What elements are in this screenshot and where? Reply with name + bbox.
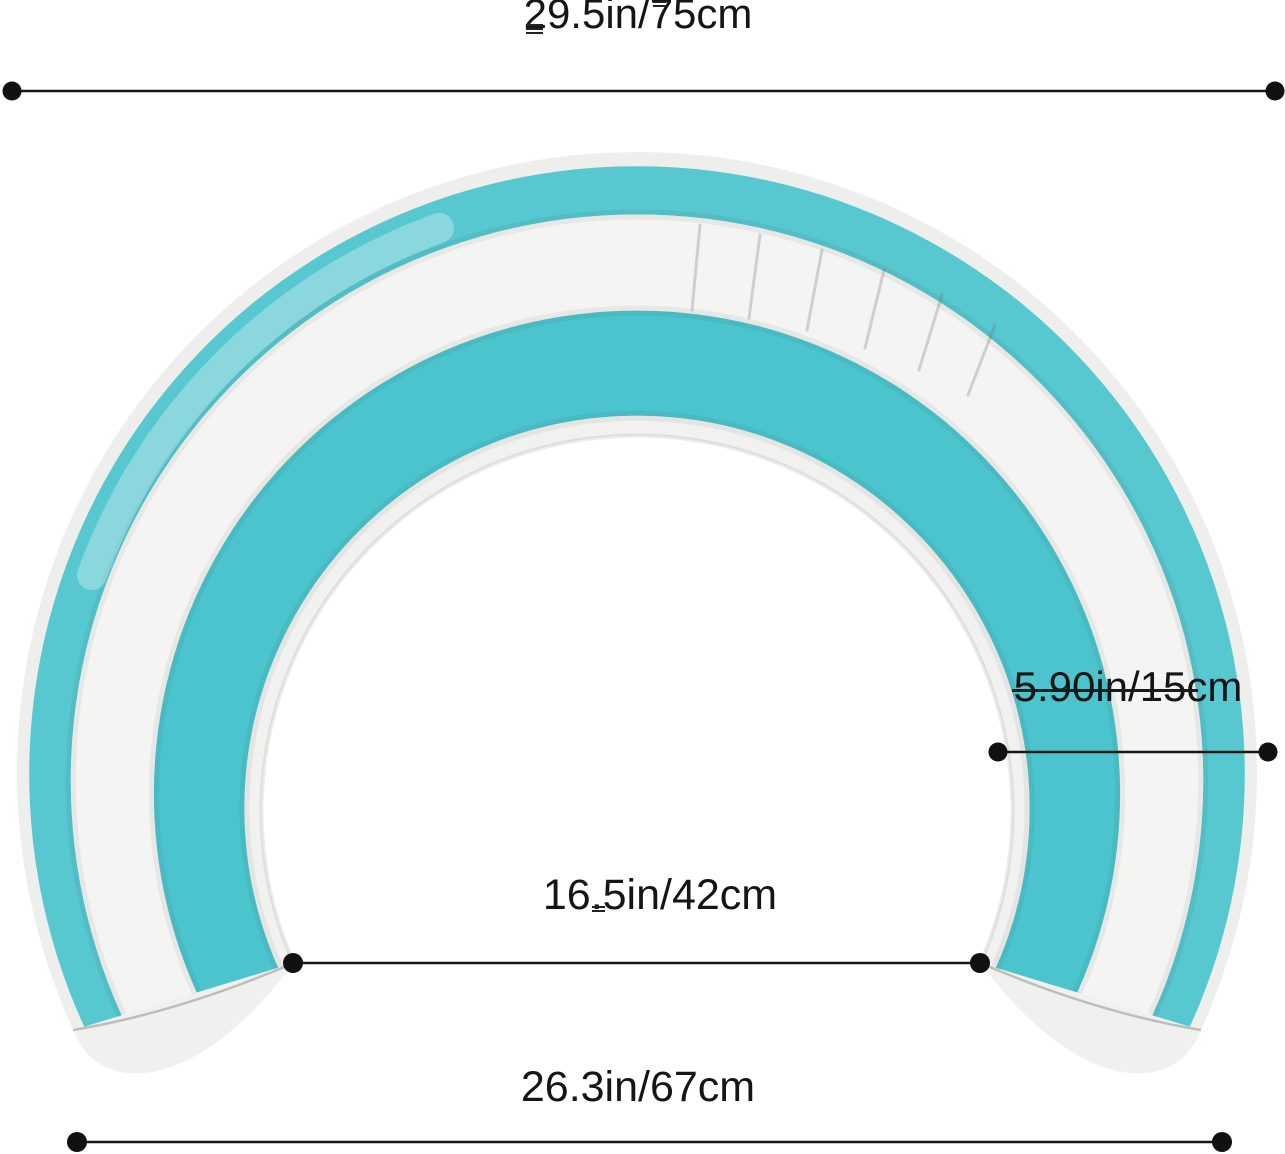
dim-dot [970,953,990,973]
dim-dot [1258,742,1278,762]
right-label-strike-line [1012,689,1198,692]
dim-dot [283,953,303,973]
print-artifact [592,906,605,908]
dim-label-top-width: 29.5in/75cm [523,0,753,37]
stripe-boundary-shadow-3 [239,410,1035,970]
dim-dot [67,1132,87,1152]
inner-edge-shadow [259,433,1015,964]
print-artifact [653,1,666,3]
dim-label-inner-width: 16.5in/42cm [542,871,778,919]
dimension-endpoint-dots [2,81,1285,1152]
right-cap-seam [979,961,1202,1032]
dimension-lines [12,89,1275,1144]
dim-label-tube-thickness: 5.90in/15cm [1013,663,1243,710]
print-artifact [526,32,543,34]
print-artifact [592,910,605,912]
left-cap-seam [72,961,295,1032]
dim-dot [1265,81,1285,101]
float-right-end-cap [980,963,1201,1074]
float-left-end-cap [73,963,294,1074]
dim-label-bottom-width: 26.3in/67cm [520,1063,756,1111]
print-artifact [653,5,666,7]
dim-dot [1212,1132,1232,1152]
print-artifact [526,28,543,30]
print-artifact [526,24,543,26]
stripe-boundary-shadow-1 [65,209,1209,1018]
tube-highlight [77,213,454,590]
float-inner-teal-stripe [153,310,1121,993]
wrinkle-creases [690,223,997,397]
dim-dot [988,742,1008,762]
dim-dot [2,81,22,101]
pool-float [16,152,1257,1074]
